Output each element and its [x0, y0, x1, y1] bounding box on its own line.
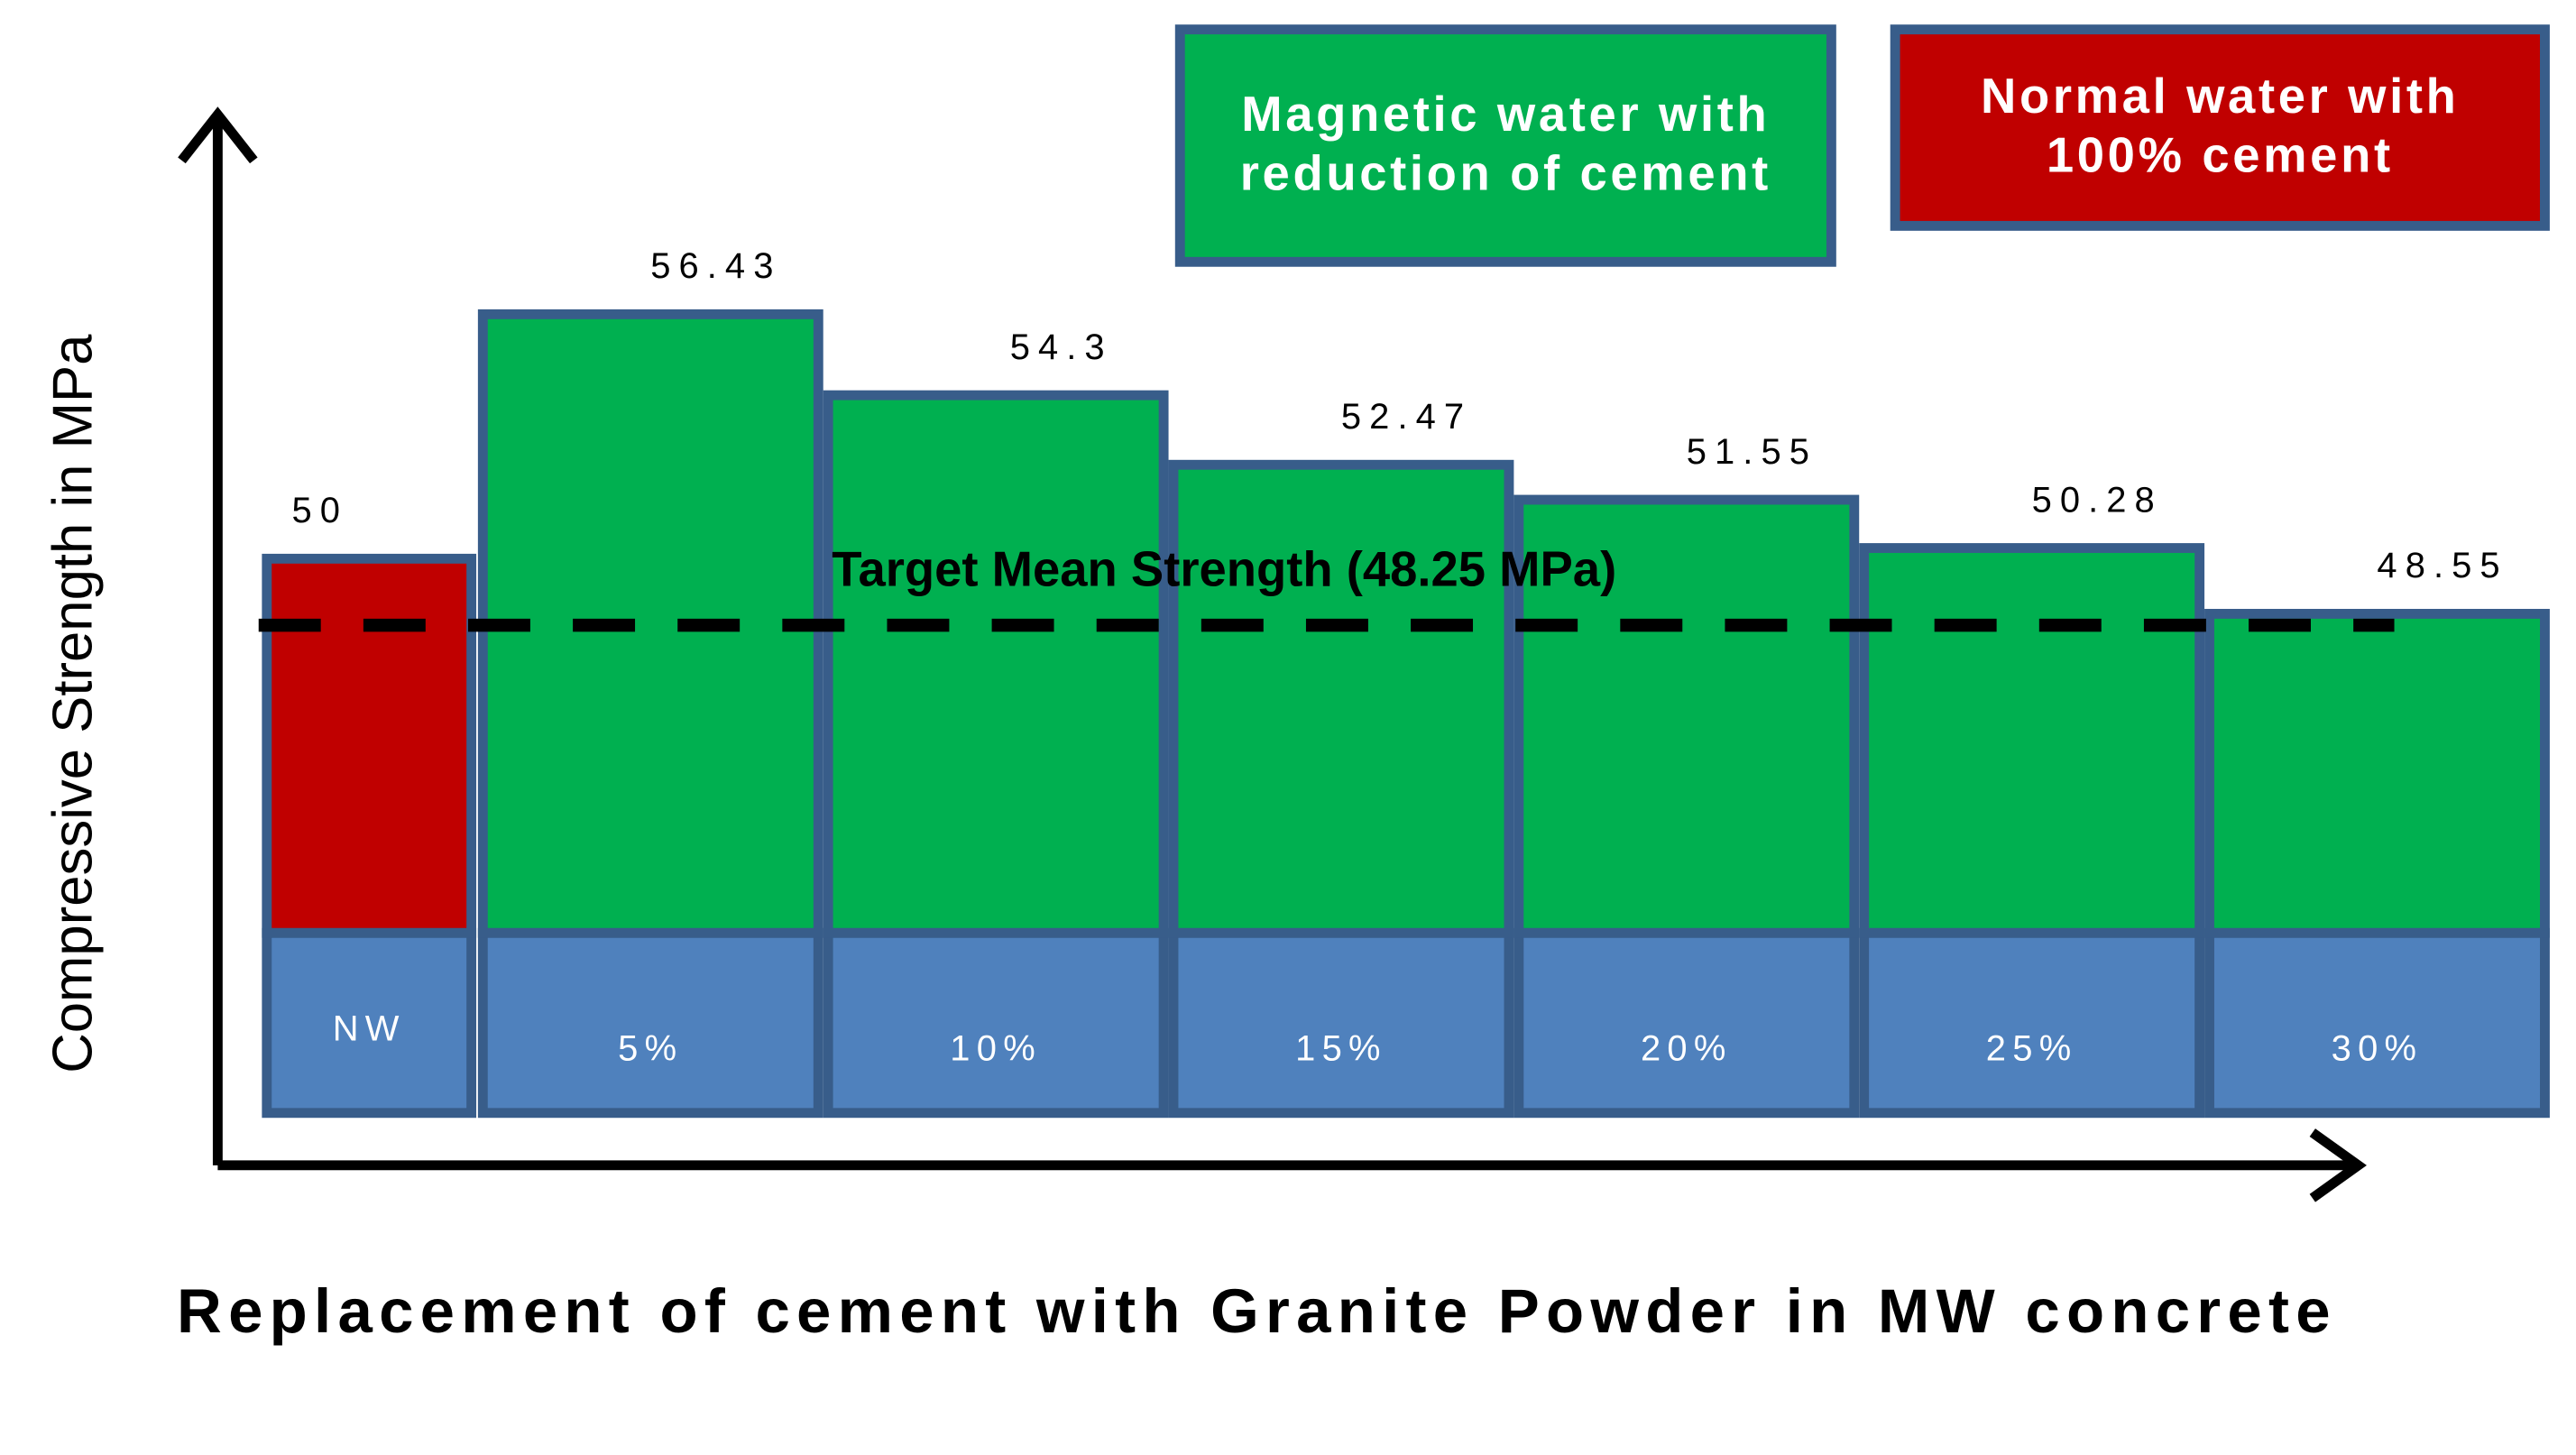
x-tick-label: 5%	[618, 1028, 683, 1068]
x-tick-label: 20%	[1641, 1028, 1733, 1068]
category-box	[2204, 927, 2550, 1119]
category-box	[1859, 927, 2205, 1119]
category-box	[1513, 927, 1860, 1119]
reference-label: Target Mean Strength (48.25 MPa)	[832, 541, 1616, 596]
x-tick-label: 10%	[950, 1028, 1042, 1068]
y-axis-arrow	[178, 106, 258, 164]
x-axis-title: Replacement of cement with Granite Powde…	[177, 1278, 2337, 1348]
value-label: 54.3	[1010, 327, 1113, 367]
x-axis-arrow	[2309, 1128, 2367, 1202]
legend-label: Normal water with 100% cement	[1981, 70, 2460, 184]
value-label: 56.43	[650, 246, 781, 286]
value-label: 48.55	[2377, 546, 2507, 585]
bar	[1168, 459, 1514, 938]
value-label: 50	[292, 491, 349, 530]
bars: NW 5% 10% 15% 20% 25% 30% 50 56.43 54.3 52.47 51.55…	[262, 246, 2550, 1119]
category-box	[823, 927, 1169, 1119]
legend-entry-box: Magnetic water with reduction of cement	[1239, 87, 1771, 202]
value-label: 51.55	[1687, 432, 1817, 472]
legend-entry-box: Normal water with 100% cement	[1981, 70, 2460, 184]
bar	[477, 308, 823, 938]
legend-label: Magnetic water with reduction of cement	[1239, 87, 1771, 202]
bar	[823, 390, 1169, 938]
x-tick-label: 15%	[1295, 1028, 1387, 1068]
legend-swatch	[1890, 24, 2550, 231]
bar	[2204, 609, 2550, 938]
category-box	[477, 927, 823, 1119]
x-tick-label: 25%	[1986, 1028, 2078, 1068]
x-axis-title-box: Replacement of cement with Granite Powde…	[177, 1278, 2337, 1348]
value-label: 50.28	[2032, 480, 2163, 520]
value-label: 52.47	[1341, 397, 1472, 437]
legend: Magnetic water with reduction of cement N…	[1174, 24, 2550, 267]
bar	[262, 553, 477, 938]
legend-swatch	[1174, 24, 1836, 267]
y-axis-title: Compressive Strength in MPa	[42, 334, 105, 1073]
x-tick-label: 30%	[2332, 1028, 2424, 1068]
bar	[1513, 494, 1860, 938]
bar	[1859, 543, 2205, 938]
category-box	[1168, 927, 1514, 1119]
x-tick-label: NW	[333, 1009, 406, 1049]
